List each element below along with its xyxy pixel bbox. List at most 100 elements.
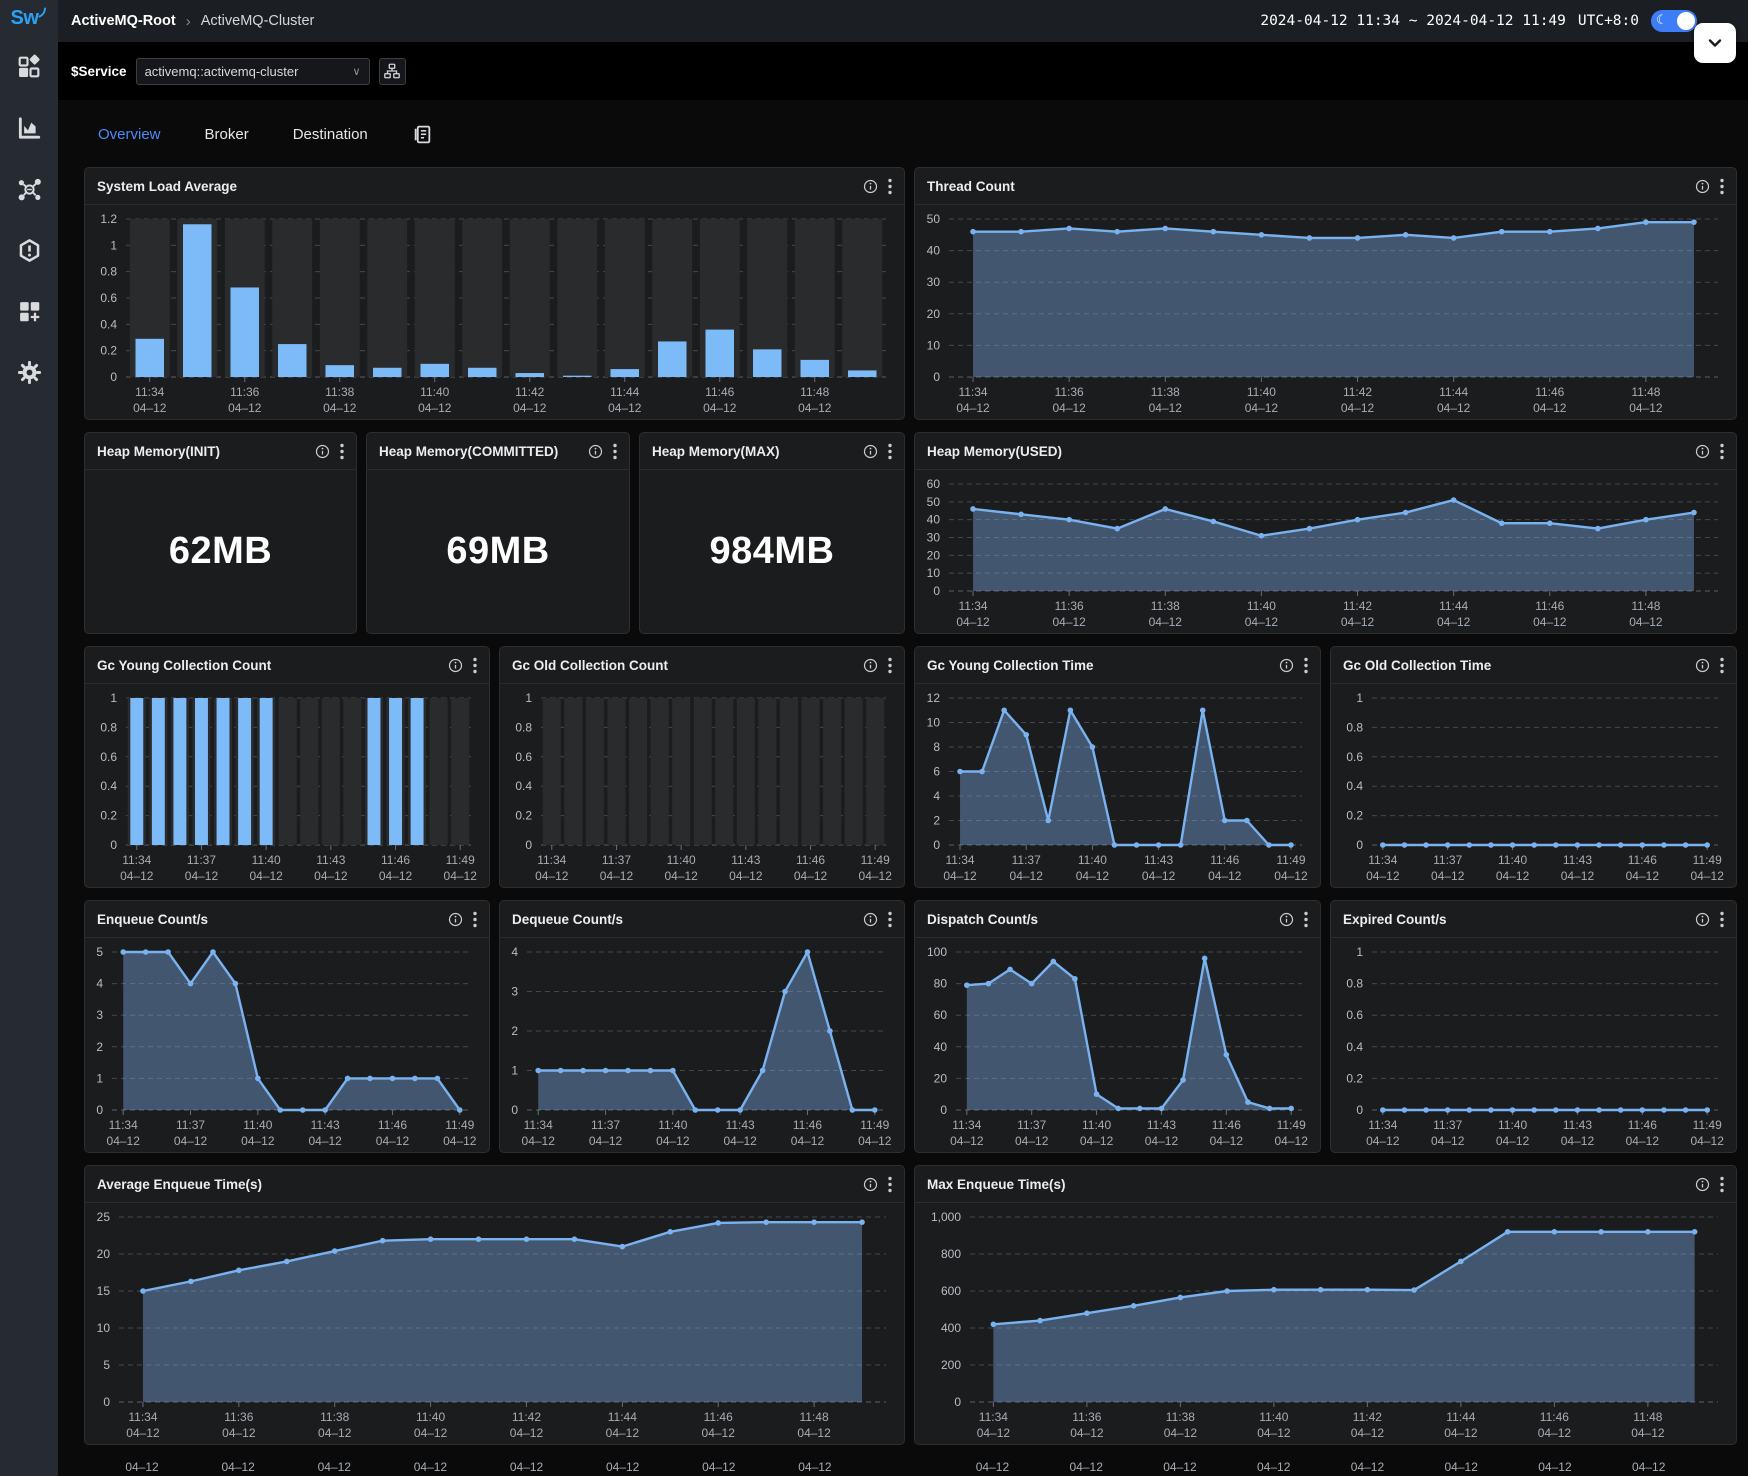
panel-header: Heap Memory(USED) xyxy=(915,433,1736,470)
svg-text:04–12: 04–12 xyxy=(107,1134,141,1148)
info-icon[interactable] xyxy=(863,1177,878,1192)
svg-text:11:40: 11:40 xyxy=(420,385,449,399)
svg-text:11:40: 11:40 xyxy=(658,1118,687,1132)
kebab-menu-icon[interactable] xyxy=(1720,657,1724,674)
info-icon[interactable] xyxy=(1279,912,1294,927)
timezone[interactable]: UTC+8:0 xyxy=(1577,13,1639,29)
panel-header: Heap Memory(COMMITTED) xyxy=(367,433,629,470)
sidebar-item-new-dashboard[interactable] xyxy=(14,296,44,326)
svg-text:04–12: 04–12 xyxy=(1163,1460,1197,1474)
svg-text:2: 2 xyxy=(933,814,940,828)
svg-text:11:38: 11:38 xyxy=(320,1410,349,1424)
info-icon[interactable] xyxy=(448,912,463,927)
skywalking-logo[interactable]: Sw xyxy=(11,7,48,30)
dashboard-doc-button[interactable] xyxy=(412,124,433,145)
kebab-menu-icon[interactable] xyxy=(888,657,892,674)
svg-text:0.6: 0.6 xyxy=(1346,750,1363,764)
theme-toggle[interactable]: ☾ xyxy=(1651,10,1697,32)
svg-text:04–12: 04–12 xyxy=(1691,1134,1725,1148)
info-icon[interactable] xyxy=(1695,658,1710,673)
svg-text:04–12: 04–12 xyxy=(414,1426,448,1440)
kebab-menu-icon[interactable] xyxy=(613,443,617,460)
kebab-menu-icon[interactable] xyxy=(1304,911,1308,928)
info-icon[interactable] xyxy=(863,179,878,194)
svg-text:04–12: 04–12 xyxy=(1496,869,1530,883)
svg-text:04–12: 04–12 xyxy=(1431,1134,1465,1148)
svg-text:04–12: 04–12 xyxy=(228,401,262,415)
svg-text:04–12: 04–12 xyxy=(656,1134,690,1148)
svg-text:50: 50 xyxy=(927,212,941,226)
sidebar-item-settings[interactable] xyxy=(14,357,44,387)
kebab-menu-icon[interactable] xyxy=(473,657,477,674)
svg-text:0.4: 0.4 xyxy=(515,779,532,793)
svg-text:11:46: 11:46 xyxy=(1535,385,1564,399)
info-icon[interactable] xyxy=(448,658,463,673)
info-icon[interactable] xyxy=(1695,179,1710,194)
svg-text:10: 10 xyxy=(927,338,941,352)
svg-text:11:38: 11:38 xyxy=(1151,385,1180,399)
svg-text:20: 20 xyxy=(927,307,941,321)
svg-text:11:37: 11:37 xyxy=(602,853,631,867)
svg-text:04–12: 04–12 xyxy=(729,869,763,883)
info-icon[interactable] xyxy=(1695,444,1710,459)
svg-text:80: 80 xyxy=(934,977,948,991)
gc-old-count-chart: 0 0.2 0.4 0.6 0.8 1 11:34 04–12 11:37 04–12 11:40 0… xyxy=(500,684,904,887)
svg-text:50: 50 xyxy=(927,495,941,509)
svg-text:11:40: 11:40 xyxy=(667,853,696,867)
kebab-menu-icon[interactable] xyxy=(1304,657,1308,674)
panel-title: Max Enqueue Time(s) xyxy=(927,1176,1066,1192)
info-icon[interactable] xyxy=(1279,658,1294,673)
svg-text:11:46: 11:46 xyxy=(1628,853,1657,867)
info-icon[interactable] xyxy=(863,444,878,459)
sidebar-item-marketplace[interactable] xyxy=(14,52,44,82)
info-icon[interactable] xyxy=(1695,1177,1710,1192)
kebab-menu-icon[interactable] xyxy=(1720,1176,1724,1193)
kebab-menu-icon[interactable] xyxy=(888,178,892,195)
info-icon[interactable] xyxy=(1695,912,1710,927)
kebab-menu-icon[interactable] xyxy=(1720,443,1724,460)
tab-destination[interactable]: Destination xyxy=(292,125,368,143)
panel-title: System Load Average xyxy=(97,178,238,194)
info-icon[interactable] xyxy=(863,658,878,673)
svg-text:04–12: 04–12 xyxy=(702,1426,736,1440)
svg-text:04–12: 04–12 xyxy=(522,1134,556,1148)
dispatch-count-chart: 0 20 40 60 80 100 11:34 04–12 11:37 04–12 11:40 04–… xyxy=(915,938,1320,1152)
svg-text:11:40: 11:40 xyxy=(1078,853,1107,867)
svg-text:11:34: 11:34 xyxy=(945,853,974,867)
svg-text:11:36: 11:36 xyxy=(1055,599,1084,613)
svg-text:11:37: 11:37 xyxy=(1433,1118,1462,1132)
kebab-menu-icon[interactable] xyxy=(888,911,892,928)
sidebar: Sw xyxy=(0,0,58,1476)
service-topology-button[interactable] xyxy=(378,57,406,85)
collapse-header-button[interactable] xyxy=(1694,23,1736,63)
svg-text:11:34: 11:34 xyxy=(537,853,566,867)
svg-text:11:46: 11:46 xyxy=(793,1118,822,1132)
time-range[interactable]: 2024-04-12 11:34 ~ 2024-04-12 11:49 xyxy=(1260,13,1566,29)
tab-broker[interactable]: Broker xyxy=(204,125,249,143)
kebab-menu-icon[interactable] xyxy=(1720,911,1724,928)
gc-young-count-chart: 0 0.2 0.4 0.6 0.8 1 11:34 04–12 11:37 04–12 11:40 0… xyxy=(85,684,489,887)
svg-text:800: 800 xyxy=(941,1247,961,1261)
svg-text:11:37: 11:37 xyxy=(176,1118,205,1132)
kebab-menu-icon[interactable] xyxy=(888,1176,892,1193)
tab-overview[interactable]: Overview xyxy=(98,125,161,143)
svg-text:1: 1 xyxy=(110,691,117,705)
breadcrumb-root[interactable]: ActiveMQ-Root xyxy=(71,13,176,29)
info-icon[interactable] xyxy=(863,912,878,927)
sidebar-item-alerting[interactable] xyxy=(14,235,44,265)
service-select[interactable]: activemq::activemq-cluster ∨ xyxy=(135,57,370,85)
kebab-menu-icon[interactable] xyxy=(888,443,892,460)
svg-text:11:36: 11:36 xyxy=(224,1410,253,1424)
svg-text:04–12: 04–12 xyxy=(1142,869,1176,883)
kebab-menu-icon[interactable] xyxy=(473,911,477,928)
sidebar-item-topology[interactable] xyxy=(14,174,44,204)
info-icon[interactable] xyxy=(315,444,330,459)
info-icon[interactable] xyxy=(588,444,603,459)
panel-header: Max Enqueue Time(s) xyxy=(915,1166,1736,1203)
sidebar-item-dashboards[interactable] xyxy=(14,113,44,143)
svg-text:10: 10 xyxy=(927,566,941,580)
panel-average-enqueue-time: Average Enqueue Time(s) 0 5 10 15 20 25 11:34 0… xyxy=(84,1165,905,1445)
kebab-menu-icon[interactable] xyxy=(340,443,344,460)
svg-text:0.2: 0.2 xyxy=(1346,809,1363,823)
kebab-menu-icon[interactable] xyxy=(1720,178,1724,195)
